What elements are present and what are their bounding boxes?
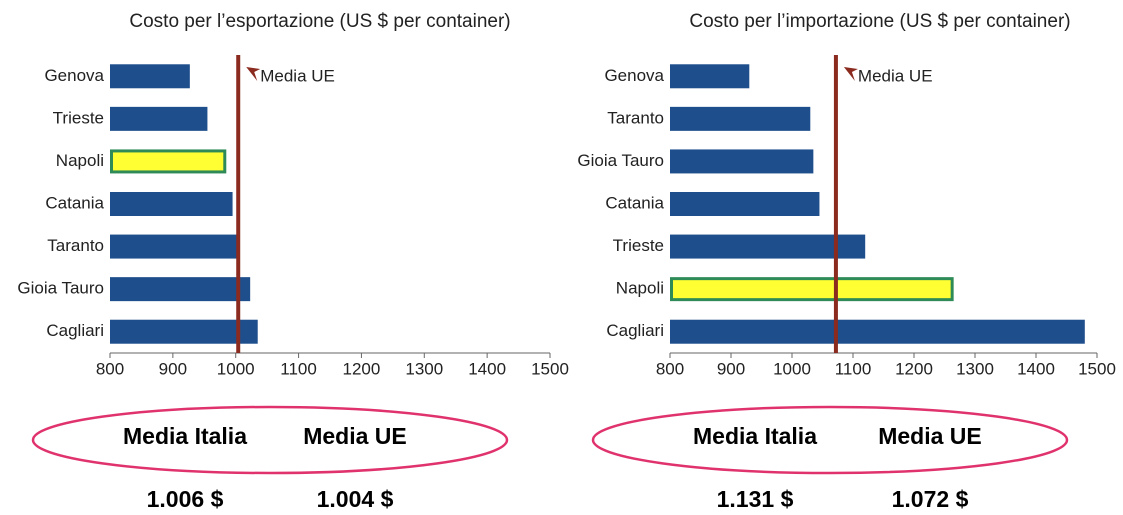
- bar: [670, 149, 814, 174]
- y-tick-label: Taranto: [607, 108, 664, 127]
- x-tick-label: 800: [656, 359, 684, 378]
- x-tick-label: 1200: [343, 359, 381, 378]
- y-tick-label: Genova: [604, 66, 664, 85]
- reference-label: Media UE: [858, 66, 933, 85]
- y-tick-label: Napoli: [616, 279, 664, 298]
- bar: [110, 319, 258, 344]
- x-tick-label: 900: [717, 359, 745, 378]
- y-tick-label: Cagliari: [46, 321, 104, 340]
- summary-value: 1.131 $: [717, 486, 794, 512]
- y-tick-label: Catania: [605, 193, 664, 212]
- x-tick-label: 1100: [835, 359, 872, 378]
- summary-name: Media UE: [303, 423, 407, 449]
- summary-name: Media Italia: [693, 423, 817, 449]
- y-tick-label: Gioia Tauro: [17, 279, 104, 298]
- summary-ellipse: [591, 405, 1069, 475]
- bar: [670, 234, 866, 259]
- x-tick-label: 1300: [956, 359, 994, 378]
- x-tick-label: 1100: [280, 359, 317, 378]
- x-tick-label: 900: [159, 359, 187, 378]
- bar: [670, 64, 750, 89]
- bar: [670, 277, 954, 302]
- x-tick-label: 1500: [1078, 359, 1116, 378]
- bar: [110, 277, 251, 302]
- x-tick-label: 800: [96, 359, 124, 378]
- y-tick-label: Genova: [44, 66, 104, 85]
- bar: [110, 106, 208, 131]
- y-tick-label: Catania: [45, 193, 104, 212]
- reference-arrow: [246, 67, 261, 81]
- summary-value: 1.006 $: [147, 486, 224, 512]
- y-tick-label: Trieste: [613, 236, 664, 255]
- x-tick-label: 1300: [405, 359, 443, 378]
- x-tick-label: 1200: [895, 359, 933, 378]
- summary-name: Media UE: [878, 423, 982, 449]
- y-tick-label: Gioia Tauro: [577, 151, 664, 170]
- x-tick-label: 1500: [531, 359, 569, 378]
- bar: [670, 106, 811, 131]
- x-tick-label: 1000: [773, 359, 811, 378]
- x-tick-label: 1400: [1017, 359, 1055, 378]
- bar: [110, 234, 239, 259]
- y-tick-label: Trieste: [53, 108, 104, 127]
- x-tick-label: 1000: [217, 359, 255, 378]
- bar: [110, 149, 227, 174]
- y-tick-label: Cagliari: [606, 321, 664, 340]
- chart-title: Costo per l’esportazione (US $ per conta…: [129, 11, 510, 32]
- summary-value: 1.004 $: [317, 486, 394, 512]
- x-tick-label: 1400: [468, 359, 506, 378]
- chart-title: Costo per l’importazione (US $ per conta…: [689, 11, 1070, 32]
- bar: [670, 319, 1085, 344]
- reference-label: Media UE: [260, 66, 335, 85]
- bar: [670, 192, 820, 216]
- bar: [110, 64, 190, 89]
- reference-arrow: [843, 67, 858, 81]
- summary-name: Media Italia: [123, 423, 247, 449]
- y-tick-label: Napoli: [56, 151, 104, 170]
- bar: [110, 192, 233, 216]
- summary-ellipse: [31, 405, 509, 475]
- summary-value: 1.072 $: [892, 486, 969, 512]
- y-tick-label: Taranto: [47, 236, 104, 255]
